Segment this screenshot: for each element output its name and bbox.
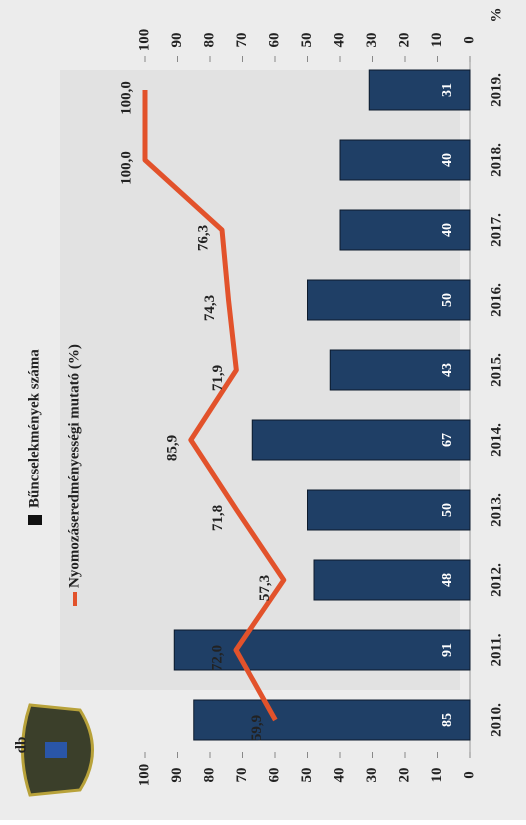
bar-value-label: 40: [440, 153, 455, 167]
bar-value-label: 67: [440, 433, 455, 447]
y2-tick-label: 10: [429, 33, 445, 48]
line-value-label: 85,9: [164, 435, 180, 461]
y-tick-label: 100: [136, 764, 152, 787]
line-value-label: 72,0: [209, 645, 225, 671]
bar-value-label: 91: [440, 643, 455, 657]
bar-value-label: 48: [440, 573, 455, 587]
x-tick-label: 2013.: [488, 493, 504, 527]
y-tick-label: 90: [169, 768, 185, 783]
y2-tick-label: 70: [234, 33, 250, 48]
y2-tick-label: 20: [396, 33, 412, 48]
bar-value-label: 43: [440, 363, 455, 377]
y-tick-label: 30: [364, 768, 380, 783]
y2-tick-label: 0: [461, 36, 477, 44]
bar-value-label: 31: [440, 83, 455, 97]
bar-value-label: 50: [440, 503, 455, 517]
bar: [368, 69, 471, 111]
line-value-label: 100,0: [118, 151, 134, 185]
legend-label: Nyomozáseredményességi mutató (%): [66, 344, 82, 588]
line-value-label: 74,3: [202, 295, 218, 321]
y2-tick-label: 50: [299, 33, 315, 48]
x-tick-label: 2017.: [488, 213, 504, 247]
y2-tick-label: 30: [364, 33, 380, 48]
y2-tick-label: 60: [266, 33, 282, 48]
y2-tick-label: 80: [201, 33, 217, 48]
line-value-label: 71,8: [210, 505, 226, 531]
bar: [339, 209, 471, 251]
y-tick-label: 80: [201, 768, 217, 783]
x-tick-label: 2018.: [488, 143, 504, 177]
x-tick-label: 2011.: [488, 633, 504, 666]
x-tick-label: 2015.: [488, 353, 504, 387]
bar: [313, 559, 471, 601]
bar: [329, 349, 471, 391]
y-axis-title: db: [13, 737, 29, 754]
line-value-label: 59,9: [249, 715, 265, 741]
line: [142, 90, 287, 722]
bar: [173, 629, 471, 671]
legend-swatch: [28, 515, 42, 525]
line-value-label: 57,3: [257, 575, 273, 601]
y2-tick-label: 90: [169, 33, 185, 48]
y-tick-label: 20: [396, 768, 412, 783]
bar-value-label: 40: [440, 223, 455, 237]
line-value-label: 100,0: [118, 81, 134, 115]
line-value-label: 76,3: [195, 225, 211, 251]
x-tick-label: 2016.: [488, 283, 504, 317]
line-value-label: 71,9: [210, 365, 226, 391]
y-tick-label: 40: [331, 768, 347, 783]
bar: [251, 419, 471, 461]
bar: [307, 279, 471, 321]
y2-tick-label: 40: [331, 33, 347, 48]
badge-shield: [45, 742, 67, 758]
y-tick-label: 60: [266, 768, 282, 783]
y-tick-label: 0: [461, 771, 477, 779]
x-tick-label: 2012.: [488, 563, 504, 597]
bar: [193, 699, 471, 741]
y-tick-label: 70: [234, 768, 250, 783]
police-logo: [21, 703, 94, 797]
x-tick-label: 2019.: [488, 73, 504, 107]
legend-label: Bűncselekmények száma: [26, 349, 42, 508]
rotated-chart: db % 0 10 20 30 40 50 60 70 80 90 100 0 10 20 30 40 50 60…: [13, 8, 504, 797]
x-tick-label: 2010.: [488, 703, 504, 737]
bar: [307, 489, 471, 531]
bar-value-label: 85: [440, 713, 455, 727]
x-tick-label: 2014.: [488, 423, 504, 457]
y-tick-label: 50: [299, 768, 315, 783]
bar-value-label: 50: [440, 293, 455, 307]
y2-axis-title: %: [488, 8, 504, 23]
y2-tick-label: 100: [136, 29, 152, 52]
y-tick-label: 10: [429, 768, 445, 783]
bar: [339, 139, 471, 181]
